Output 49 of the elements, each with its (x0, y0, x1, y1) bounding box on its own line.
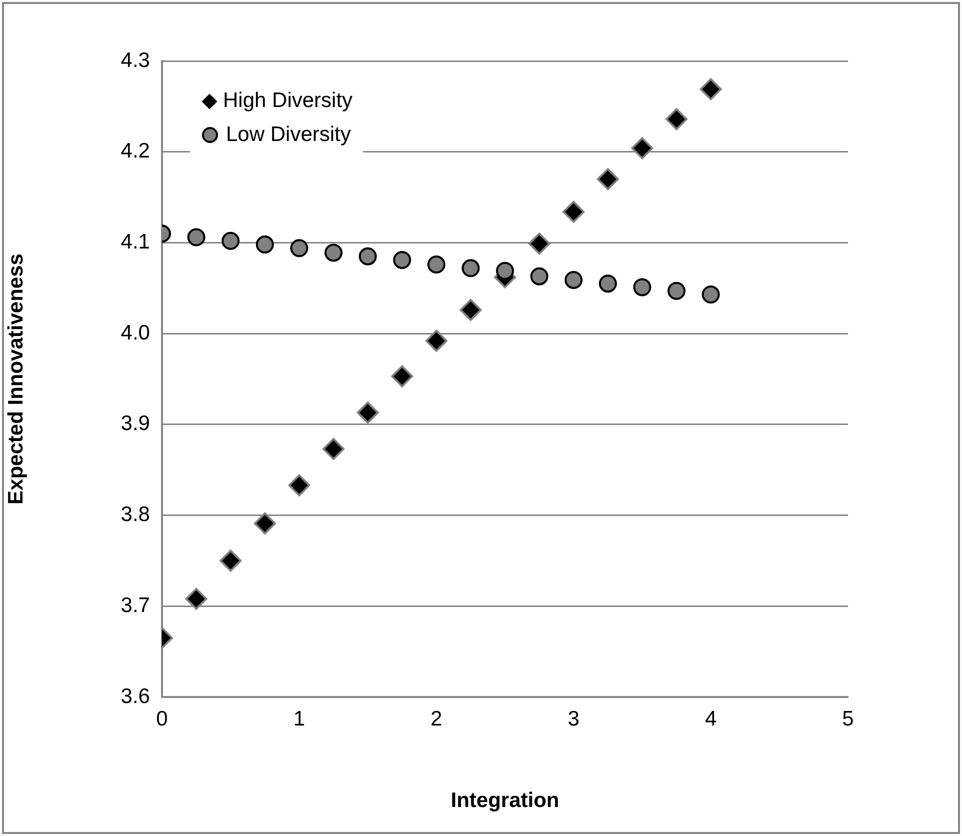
y-tick-label: 3.9 (120, 412, 150, 436)
y-tick-label: 4.0 (120, 321, 150, 344)
point (322, 438, 344, 460)
x-tick-label: 2 (430, 707, 442, 730)
y-tick-label: 3.7 (120, 594, 150, 617)
y-tick-label: 4.3 (120, 48, 150, 72)
point (256, 236, 274, 254)
point (290, 239, 308, 258)
x-tick-label: 5 (842, 707, 854, 730)
point (391, 365, 414, 388)
point (666, 108, 688, 130)
point (631, 137, 654, 160)
point (633, 278, 652, 296)
x-axis-title: Integration (450, 789, 560, 812)
y-tick-label: 3.6 (120, 684, 150, 708)
point (187, 228, 206, 246)
point (425, 330, 448, 352)
point (288, 474, 310, 496)
point (702, 286, 720, 304)
point (596, 168, 619, 190)
point (324, 244, 342, 262)
point (254, 512, 276, 534)
y-tick-label: 4.1 (120, 230, 150, 254)
point (393, 250, 412, 269)
x-tick-label: 3 (568, 707, 580, 730)
point (358, 247, 377, 266)
y-tick-label: 3.8 (120, 503, 150, 526)
point (530, 267, 548, 286)
point (528, 232, 550, 255)
legend-label: High Diversity (223, 89, 353, 113)
point (222, 232, 240, 250)
point (185, 588, 208, 610)
x-tick-label: 1 (293, 707, 306, 730)
y-axis-title: Expected Innovativeness (4, 254, 28, 504)
point (496, 262, 514, 280)
point (598, 274, 617, 293)
point (564, 270, 583, 289)
point (220, 550, 242, 572)
point (356, 402, 379, 424)
point (668, 282, 686, 300)
x-tick-label: 0 (156, 707, 168, 730)
x-tick-label: 4 (704, 707, 717, 730)
point (562, 200, 585, 223)
point (460, 298, 482, 321)
legend-label: Low Diversity (226, 123, 351, 147)
y-tick-label: 4.2 (120, 140, 150, 163)
point (427, 256, 446, 274)
point (700, 78, 722, 100)
point (462, 259, 480, 278)
